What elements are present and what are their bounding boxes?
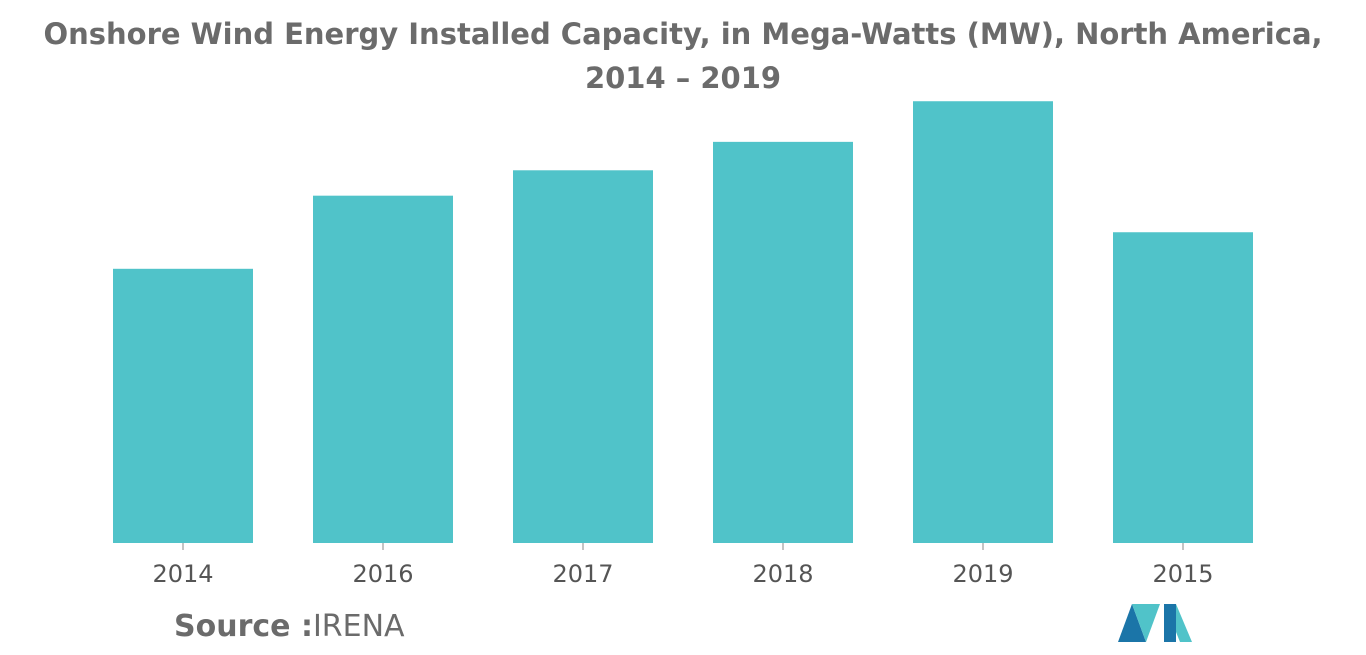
x-tick-label-2018: 2018	[752, 560, 813, 588]
chart-title: Onshore Wind Energy Installed Capacity, …	[43, 17, 1323, 95]
bar-2014	[113, 268, 253, 543]
bar-2019	[913, 101, 1053, 543]
x-tick-label-2015: 2015	[1152, 560, 1213, 588]
source-name: IRENA	[312, 609, 405, 644]
mordor-intelligence-logo-icon	[1118, 604, 1192, 642]
x-tick-label-2016: 2016	[352, 560, 413, 588]
bar-2017	[513, 170, 653, 543]
x-axis-labels: 2014 2016 2017 2018 2019 2015	[152, 543, 1214, 588]
bars-group	[113, 101, 1253, 544]
source-label: Source :	[174, 609, 313, 644]
source-note: Source :IRENA	[174, 605, 405, 649]
x-tick-label-2017: 2017	[552, 560, 613, 588]
bar-2015	[1113, 232, 1253, 544]
x-tick-label-2014: 2014	[152, 560, 213, 588]
x-tick-label-2019: 2019	[952, 560, 1013, 588]
bar-2016	[313, 195, 453, 543]
bar-2018	[713, 141, 853, 543]
